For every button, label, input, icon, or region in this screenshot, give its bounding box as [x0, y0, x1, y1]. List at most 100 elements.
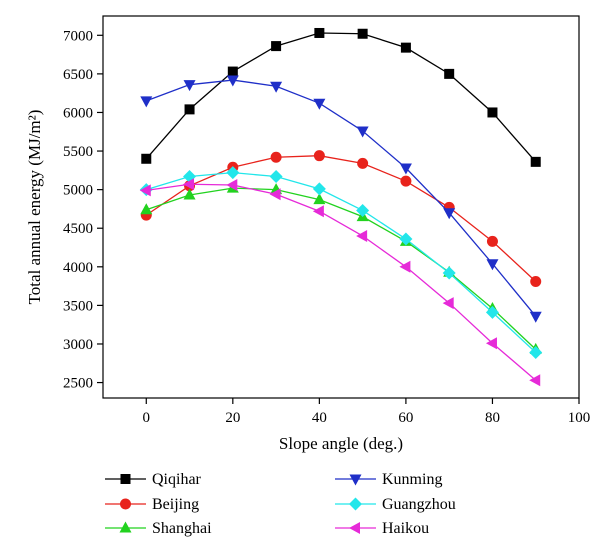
data-point-qiqihar	[314, 27, 325, 38]
series-qiqihar	[141, 27, 541, 167]
data-point-guangzhou	[269, 170, 283, 184]
data-point-shanghai	[140, 203, 153, 215]
y-tick-label: 6000	[63, 105, 93, 121]
x-tick-label: 20	[225, 410, 240, 426]
x-tick-label: 60	[398, 410, 413, 426]
axes: 0 20 40 60 80 100 2500 3000 3500 4000 4500 5000 5500…	[63, 15, 591, 426]
data-point-guangzhou	[442, 266, 456, 280]
legend-label-shanghai: Shanghai	[152, 520, 212, 537]
x-axis-title: Slope angle (deg.)	[279, 434, 403, 453]
y-tick-label: 6500	[63, 67, 93, 83]
data-point-qiqihar	[227, 66, 238, 77]
data-point-qiqihar	[400, 42, 411, 53]
series-line-qiqihar	[145, 32, 537, 163]
data-point-haikou	[226, 179, 238, 192]
x-tick-label: 40	[312, 410, 327, 426]
data-point-qiqihar	[271, 41, 282, 52]
data-point-guangzhou	[485, 305, 499, 319]
y-tick-label: 7000	[63, 28, 93, 44]
data-point-qiqihar	[487, 107, 498, 118]
legend-marker-haikou	[349, 522, 360, 534]
legend-label-kunming: Kunming	[382, 471, 442, 488]
data-point-haikou	[183, 178, 195, 191]
y-axis-title: Total annual energy (MJ/m²)	[25, 110, 44, 305]
data-point-haikou	[485, 337, 497, 350]
legend-marker-kunming	[349, 474, 362, 486]
data-point-qiqihar	[357, 28, 368, 39]
legend-item-kunming: Kunming	[335, 471, 442, 488]
legend-label-qiqihar: Qiqihar	[152, 471, 202, 488]
legend-item-haikou: Haikou	[335, 520, 429, 537]
legend-item-beijing: Beijing	[105, 496, 199, 513]
data-point-haikou	[139, 184, 151, 197]
data-point-haikou	[269, 188, 281, 201]
data-point-qiqihar	[530, 156, 541, 167]
data-point-guangzhou	[226, 166, 240, 180]
legend-label-beijing: Beijing	[152, 496, 199, 513]
data-point-kunming	[313, 98, 326, 110]
legend-marker-beijing	[120, 498, 131, 510]
series-line-kunming	[146, 79, 537, 317]
series-line-guangzhou	[146, 172, 537, 353]
y-tick-label: 3500	[63, 298, 93, 314]
data-point-guangzhou	[356, 203, 370, 217]
data-point-haikou	[312, 205, 324, 218]
series-shanghai	[140, 181, 542, 354]
data-point-beijing	[357, 157, 369, 169]
data-point-kunming	[443, 208, 456, 220]
y-tick-label: 4000	[63, 260, 93, 276]
data-point-guangzhou	[399, 232, 413, 246]
data-point-kunming	[399, 163, 412, 175]
legend-marker-shanghai	[119, 521, 132, 533]
legend-label-haikou: Haikou	[382, 520, 429, 537]
legend-marker-qiqihar	[120, 474, 131, 484]
data-point-beijing	[270, 151, 282, 163]
series-line-shanghai	[146, 187, 537, 350]
y-tick-label: 5000	[63, 183, 93, 199]
data-point-qiqihar	[444, 68, 455, 79]
x-tick-label: 0	[143, 410, 151, 426]
data-point-kunming	[356, 126, 369, 138]
data-point-kunming	[226, 75, 239, 87]
data-point-beijing	[486, 235, 498, 247]
data-point-kunming	[140, 96, 153, 108]
data-point-shanghai	[313, 193, 326, 205]
data-point-haikou	[442, 297, 454, 310]
series-haikou	[139, 178, 541, 387]
legend: Qiqihar Beijing Shanghai Kunming Guangzhou Ha…	[105, 471, 456, 537]
y-tick-label: 4500	[63, 221, 93, 237]
series-kunming	[140, 75, 542, 323]
y-tick-label: 2500	[63, 376, 93, 392]
data-point-qiqihar	[184, 104, 195, 115]
data-point-qiqihar	[141, 153, 152, 164]
data-point-kunming	[529, 311, 542, 323]
plot-frame	[102, 15, 580, 399]
legend-item-guangzhou: Guangzhou	[335, 496, 456, 513]
legend-item-shanghai: Shanghai	[105, 520, 212, 537]
legend-label-guangzhou: Guangzhou	[382, 496, 456, 513]
legend-item-qiqihar: Qiqihar	[105, 471, 202, 488]
data-point-beijing	[530, 275, 542, 287]
data-point-guangzhou	[529, 345, 543, 359]
data-point-shanghai	[183, 188, 196, 200]
data-point-haikou	[399, 260, 411, 273]
series-guangzhou	[139, 166, 543, 359]
series-line-haikou	[146, 183, 537, 381]
data-point-haikou	[356, 229, 368, 242]
data-point-kunming	[270, 81, 283, 93]
data-point-haikou	[529, 374, 541, 387]
data-point-beijing	[400, 175, 412, 187]
legend-marker-guangzhou	[349, 497, 362, 511]
data-point-guangzhou	[312, 182, 326, 196]
series-group	[139, 27, 543, 387]
series-beijing	[140, 150, 542, 287]
data-point-kunming	[183, 80, 196, 92]
y-tick-label: 3000	[63, 337, 93, 353]
y-tick-label: 5500	[63, 144, 93, 160]
data-point-kunming	[486, 259, 499, 271]
data-point-beijing	[313, 150, 325, 162]
x-tick-label: 80	[485, 410, 500, 426]
series-line-beijing	[145, 155, 537, 282]
x-tick-label: 100	[568, 410, 591, 426]
